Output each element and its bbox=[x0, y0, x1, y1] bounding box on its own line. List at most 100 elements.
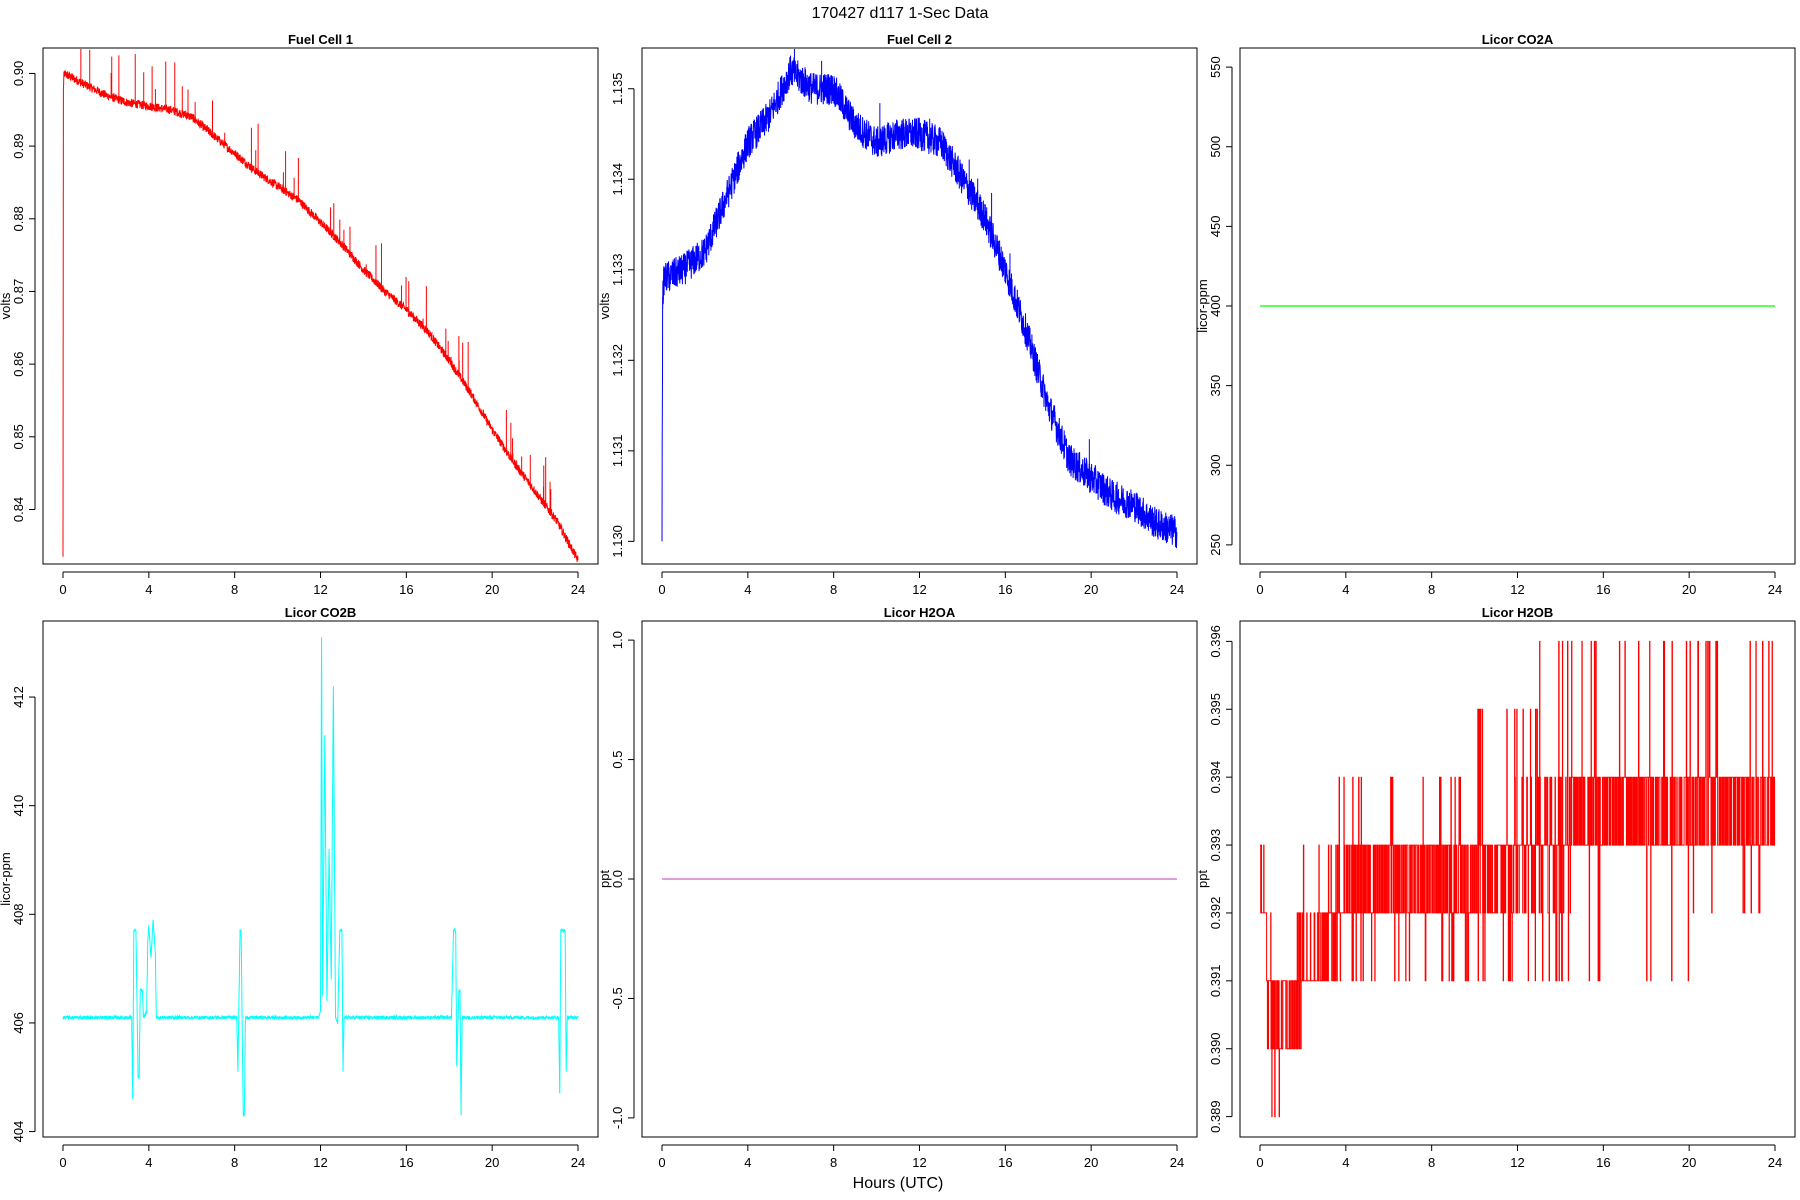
x-tick-label: 8 bbox=[1428, 1155, 1435, 1170]
x-tick-label: 0 bbox=[1256, 1155, 1263, 1170]
y-tick-label: 0.88 bbox=[11, 206, 26, 231]
y-axis-label: volts bbox=[597, 292, 612, 319]
y-tick-label: 0.396 bbox=[1208, 625, 1223, 658]
x-tick-label: 12 bbox=[1510, 582, 1524, 597]
x-tick-label: 20 bbox=[485, 582, 499, 597]
y-tick-label: 350 bbox=[1208, 375, 1223, 397]
x-tick-label: 16 bbox=[399, 582, 413, 597]
x-tick-label: 16 bbox=[998, 1155, 1012, 1170]
y-tick-label: 404 bbox=[11, 1121, 26, 1143]
y-tick-label: 0.389 bbox=[1208, 1100, 1223, 1133]
x-tick-label: 8 bbox=[231, 582, 238, 597]
y-tick-label: 0.87 bbox=[11, 279, 26, 304]
y-tick-label: 412 bbox=[11, 686, 26, 708]
panels-container: Fuel Cell 1 0 4 8 12 16 20 24 0.84 0.85 0.86 0.87 0.… bbox=[0, 32, 1796, 1170]
series-line bbox=[661, 55, 1178, 549]
panel-5: Licor H2OA 0 4 8 12 16 20 24 -1.0 -0.5 0.0 0.5 1.0 pp… bbox=[597, 605, 1198, 1170]
y-tick-label: 0.394 bbox=[1208, 761, 1223, 794]
x-tick-label: 0 bbox=[658, 1155, 665, 1170]
figure-title: 170427 d117 1-Sec Data bbox=[812, 5, 989, 22]
plot-frame bbox=[42, 47, 599, 565]
panel-title: Licor CO2B bbox=[285, 605, 357, 620]
y-tick-label: 550 bbox=[1208, 56, 1223, 78]
y-tick-label: 0.392 bbox=[1208, 897, 1223, 930]
series-line bbox=[1260, 640, 1776, 1118]
x-tick-label: 24 bbox=[1768, 582, 1782, 597]
series-line bbox=[62, 69, 579, 563]
x-tick-label: 0 bbox=[658, 582, 665, 597]
y-tick-label: 1.130 bbox=[610, 525, 625, 558]
x-tick-label: 4 bbox=[145, 582, 152, 597]
y-tick-label: 0.85 bbox=[11, 424, 26, 449]
y-tick-label: 450 bbox=[1208, 216, 1223, 238]
data-layer bbox=[1260, 640, 1776, 1118]
x-tick-label: 4 bbox=[744, 582, 751, 597]
plot-frame bbox=[641, 47, 1198, 565]
y-tick-label: 408 bbox=[11, 903, 26, 925]
x-tick-label: 20 bbox=[1682, 582, 1696, 597]
y-tick-label: 0.393 bbox=[1208, 829, 1223, 862]
y-tick-label: -1.0 bbox=[610, 1107, 625, 1129]
x-tick-label: 12 bbox=[1510, 1155, 1524, 1170]
x-tick-label: 8 bbox=[1428, 582, 1435, 597]
y-tick-label: 1.0 bbox=[610, 631, 625, 649]
y-tick-label: 300 bbox=[1208, 454, 1223, 476]
data-layer bbox=[661, 49, 1178, 549]
panel-4: Licor CO2B 0 4 8 12 16 20 24 404 406 408 410 412 lico… bbox=[0, 605, 599, 1170]
panel-3: Licor CO2A 0 4 8 12 16 20 24 250 300 350 400 450 500 5… bbox=[1195, 32, 1796, 597]
data-layer bbox=[62, 49, 579, 563]
x-tick-label: 16 bbox=[998, 582, 1012, 597]
x-tick-label: 24 bbox=[1170, 1155, 1184, 1170]
y-tick-label: 0.5 bbox=[610, 751, 625, 769]
plot-frame bbox=[641, 620, 1198, 1138]
x-tick-label: 20 bbox=[1084, 1155, 1098, 1170]
x-tick-label: 0 bbox=[1256, 582, 1263, 597]
y-tick-label: 406 bbox=[11, 1012, 26, 1034]
x-tick-label: 12 bbox=[313, 1155, 327, 1170]
x-tick-label: 0 bbox=[59, 582, 66, 597]
x-tick-label: 4 bbox=[145, 1155, 152, 1170]
y-tick-label: 1.133 bbox=[610, 254, 625, 287]
series-line bbox=[62, 637, 579, 1117]
y-tick-label: 1.134 bbox=[610, 163, 625, 196]
x-tick-label: 12 bbox=[313, 582, 327, 597]
plot-frame bbox=[1239, 620, 1796, 1138]
x-tick-label: 16 bbox=[399, 1155, 413, 1170]
y-tick-label: 0.395 bbox=[1208, 693, 1223, 726]
panel-2: Fuel Cell 2 0 4 8 12 16 20 24 1.130 1.131 1.132 1.1… bbox=[597, 32, 1198, 597]
figure-xlabel: Hours (UTC) bbox=[853, 1175, 944, 1192]
x-tick-label: 20 bbox=[485, 1155, 499, 1170]
x-tick-label: 16 bbox=[1596, 1155, 1610, 1170]
y-tick-label: 0.86 bbox=[11, 351, 26, 376]
y-tick-label: 500 bbox=[1208, 136, 1223, 158]
y-axis-label: licor-ppm bbox=[1195, 279, 1210, 332]
y-tick-label: 0.391 bbox=[1208, 965, 1223, 998]
y-tick-label: 1.131 bbox=[610, 435, 625, 468]
panel-title: Fuel Cell 2 bbox=[887, 32, 952, 47]
x-tick-label: 12 bbox=[912, 582, 926, 597]
plot-frame bbox=[1239, 47, 1796, 565]
panel-title: Licor H2OA bbox=[884, 605, 956, 620]
x-tick-label: 8 bbox=[830, 582, 837, 597]
panel-title: Fuel Cell 1 bbox=[288, 32, 353, 47]
x-tick-label: 20 bbox=[1682, 1155, 1696, 1170]
data-layer bbox=[62, 637, 579, 1117]
x-tick-label: 8 bbox=[830, 1155, 837, 1170]
x-tick-label: 4 bbox=[744, 1155, 751, 1170]
y-axis-label: ppt bbox=[1195, 870, 1210, 888]
x-tick-label: 4 bbox=[1342, 582, 1349, 597]
y-tick-label: 0.90 bbox=[11, 61, 26, 86]
y-tick-label: 1.135 bbox=[610, 72, 625, 105]
y-tick-label: -0.5 bbox=[610, 987, 625, 1009]
y-axis-label: volts bbox=[0, 292, 13, 319]
y-tick-label: 410 bbox=[11, 795, 26, 817]
y-tick-label: 400 bbox=[1208, 295, 1223, 317]
x-tick-label: 24 bbox=[1768, 1155, 1782, 1170]
panel-title: Licor H2OB bbox=[1482, 605, 1554, 620]
x-tick-label: 20 bbox=[1084, 582, 1098, 597]
panel-1: Fuel Cell 1 0 4 8 12 16 20 24 0.84 0.85 0.86 0.87 0.… bbox=[0, 32, 599, 597]
panel-title: Licor CO2A bbox=[1482, 32, 1554, 47]
y-axis-label: licor-ppm bbox=[0, 852, 13, 905]
x-tick-label: 4 bbox=[1342, 1155, 1349, 1170]
